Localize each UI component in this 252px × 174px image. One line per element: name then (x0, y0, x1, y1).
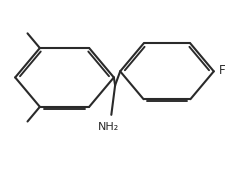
Text: NH₂: NH₂ (98, 122, 119, 132)
Text: F: F (218, 65, 225, 77)
